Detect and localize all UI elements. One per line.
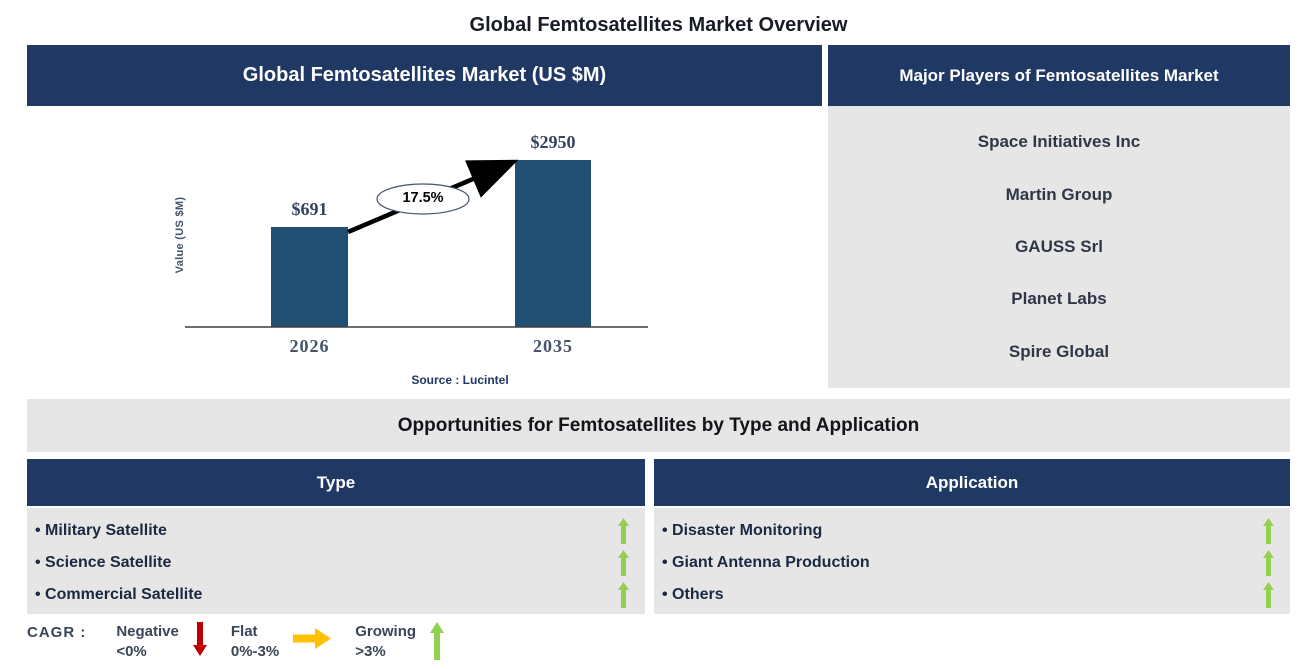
legend-item-growing: Growing >3%: [355, 622, 468, 662]
x-tick-2026: 2026: [289, 336, 330, 356]
legend-label: Growing: [355, 623, 417, 640]
trend-up-icon: [1263, 518, 1274, 544]
opportunities-title: Opportunities for Femtosatellites by Typ…: [27, 399, 1290, 452]
page-title: Global Femtosatellites Market Overview: [469, 14, 848, 36]
type-panel: Type Military Satellite Science Satellit…: [27, 459, 645, 614]
type-list: Military Satellite Science Satellite Com…: [27, 508, 645, 614]
legend-range: 0%-3%: [230, 643, 280, 660]
application-list: Disaster Monitoring Giant Antenna Produc…: [654, 508, 1290, 614]
player-item: Spire Global: [1008, 341, 1110, 361]
legend-label: Flat: [230, 623, 258, 640]
cagr-legend: CAGR : Negative <0% Flat 0%-3% Growing >…: [27, 622, 468, 662]
player-item: Martin Group: [1005, 184, 1113, 204]
application-panel-header: Application: [654, 459, 1290, 506]
opportunities-row: Type Military Satellite Science Satellit…: [27, 459, 1290, 614]
chart-panel-header: Global Femtosatellites Market (US $M): [27, 45, 822, 106]
growth-arrow-and-axis: [185, 159, 648, 328]
application-item-label: Disaster Monitoring: [662, 522, 1263, 540]
player-item: Planet Labs: [1011, 289, 1107, 309]
cagr-value: 17.5%: [402, 190, 444, 206]
top-row: Global Femtosatellites Market (US $M) Va…: [27, 45, 1290, 399]
application-item-label: Others: [662, 586, 1263, 604]
player-item: Space Initiatives Inc: [977, 132, 1141, 152]
bar-2035: [515, 160, 591, 327]
source-note: Source : Lucintel: [411, 373, 509, 387]
list-item: Commercial Satellite: [27, 579, 645, 611]
list-item: Disaster Monitoring: [654, 515, 1290, 547]
list-item: Science Satellite: [27, 547, 645, 579]
type-item-label: Military Satellite: [35, 522, 618, 540]
legend-item-negative: Negative <0%: [116, 622, 231, 662]
players-list: Space Initiatives Inc Martin Group GAUSS…: [828, 106, 1290, 388]
x-tick-2035: 2035: [533, 336, 573, 356]
trend-up-icon: [618, 582, 629, 608]
type-item-label: Commercial Satellite: [35, 586, 618, 604]
legend-range: <0%: [116, 643, 147, 660]
flat-right-icon: [293, 628, 332, 649]
list-item: Others: [654, 579, 1290, 611]
trend-up-icon: [1263, 550, 1274, 576]
trend-up-icon: [618, 550, 629, 576]
negative-down-icon: [192, 622, 207, 656]
legend-label: Negative: [116, 623, 179, 640]
list-item: Military Satellite: [27, 515, 645, 547]
type-panel-header: Type: [27, 459, 645, 506]
application-item-label: Giant Antenna Production: [662, 554, 1263, 572]
bar-value-2026: $691: [291, 199, 328, 219]
growing-up-icon: [430, 622, 445, 660]
legend-item-flat: Flat 0%-3%: [231, 622, 355, 662]
market-chart-panel: Global Femtosatellites Market (US $M) Va…: [27, 45, 822, 399]
bar-chart: Value (US $M) 17.5% $691 $2950: [27, 106, 822, 399]
players-panel-header: Major Players of Femtosatellites Market: [828, 45, 1290, 106]
trend-up-icon: [1263, 582, 1274, 608]
bar-2026: [271, 227, 348, 327]
player-item: GAUSS Srl: [1015, 236, 1103, 256]
type-item-label: Science Satellite: [35, 554, 618, 572]
bar-value-2035: $2950: [530, 132, 576, 152]
legend-range: >3%: [355, 643, 386, 660]
trend-up-icon: [618, 518, 629, 544]
y-axis-label: Value (US $M): [174, 196, 186, 274]
list-item: Giant Antenna Production: [654, 547, 1290, 579]
legend-prefix: CAGR :: [27, 624, 87, 641]
application-panel: Application Disaster Monitoring Giant An…: [654, 459, 1290, 614]
major-players-panel: Major Players of Femtosatellites Market …: [828, 45, 1290, 388]
